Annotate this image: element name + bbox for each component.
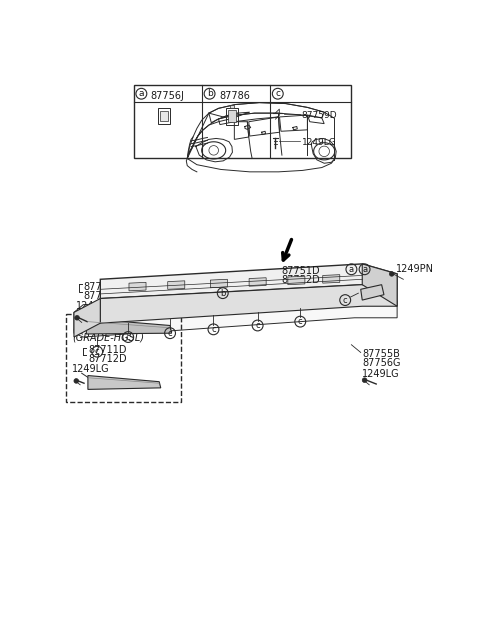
Text: 87755B: 87755B [362,349,400,359]
Text: c: c [168,329,172,338]
Text: 87756J: 87756J [151,92,184,102]
Text: 87711D: 87711D [88,345,126,355]
Text: 87756G: 87756G [362,358,401,368]
Polygon shape [210,279,228,288]
Text: 87759D: 87759D [302,112,337,120]
Text: c: c [211,325,216,334]
Text: 87786: 87786 [219,92,250,102]
Text: c: c [298,317,302,326]
Text: c: c [343,295,348,305]
Bar [230,105,234,108]
Text: a: a [349,265,354,274]
Polygon shape [362,264,397,306]
Polygon shape [288,277,305,285]
Text: 1249LG: 1249LG [75,301,113,311]
Text: b: b [207,89,213,98]
Polygon shape [100,264,397,298]
Text: 1249PN: 1249PN [396,264,433,274]
Text: 1249LG: 1249LG [362,369,400,379]
Bar [133,85,350,159]
Text: c: c [126,332,131,342]
Polygon shape [168,281,185,289]
Polygon shape [100,285,397,323]
Polygon shape [74,298,100,337]
Polygon shape [74,289,397,337]
Bar [160,110,168,122]
Circle shape [362,378,367,382]
Text: 87752D: 87752D [281,275,320,285]
Polygon shape [323,275,340,283]
Polygon shape [88,376,161,389]
Circle shape [389,271,394,277]
Text: 87751D: 87751D [281,266,320,277]
Bar [66,314,181,403]
Text: c: c [95,347,99,356]
Text: b: b [220,288,226,298]
Text: 1249LG: 1249LG [302,139,336,147]
Polygon shape [129,282,146,291]
Bar [157,108,170,124]
Text: 87711D: 87711D [83,282,122,292]
Text: a: a [139,89,144,98]
Text: c: c [255,321,260,330]
Text: 87712D: 87712D [83,291,122,301]
Polygon shape [86,319,172,334]
Text: 1249LG: 1249LG [72,364,110,374]
Text: (GRADE-TOP): (GRADE-TOP) [72,323,137,333]
Circle shape [75,315,79,320]
Polygon shape [249,278,266,286]
Bar [228,110,236,122]
Text: (GRADE-HGSL): (GRADE-HGSL) [72,332,144,342]
Polygon shape [360,285,384,300]
Text: 87712D: 87712D [88,354,127,364]
Text: c: c [275,89,280,98]
Circle shape [74,379,79,383]
Text: a: a [362,265,367,274]
Bar [226,108,238,125]
